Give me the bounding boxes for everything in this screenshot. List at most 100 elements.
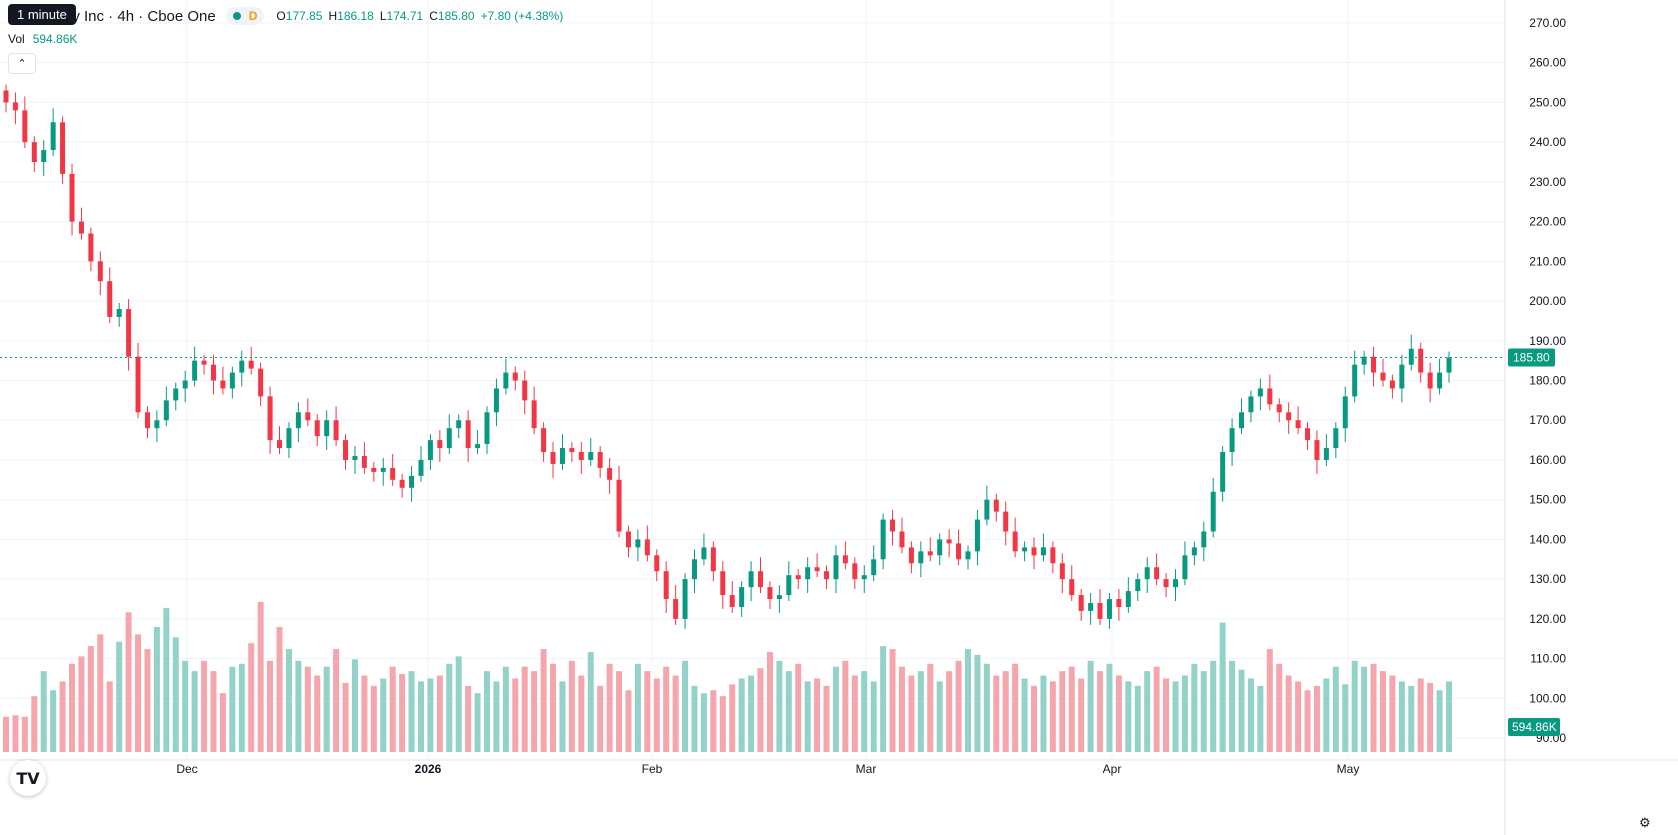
candle-body <box>333 420 339 441</box>
candle-body <box>107 281 113 317</box>
candle-up <box>446 414 452 455</box>
candle-down <box>361 442 367 474</box>
collapse-legend-button[interactable]: ⌃ <box>8 53 36 74</box>
volume-bar <box>276 627 283 752</box>
candle-body <box>644 539 650 556</box>
candle-up <box>1229 418 1235 466</box>
volume-bar <box>766 652 773 752</box>
candle-down <box>1267 374 1273 411</box>
volume-bar <box>870 681 877 752</box>
volume-bar <box>1049 681 1056 752</box>
volume-bar <box>40 671 47 752</box>
volume-bar <box>3 716 9 752</box>
candle-body <box>616 479 622 532</box>
candle-body <box>512 372 518 381</box>
candle-down <box>1069 565 1075 602</box>
candle-body <box>229 372 235 389</box>
candle-up <box>295 402 301 443</box>
candle-body <box>720 571 726 596</box>
volume-bar <box>851 675 858 752</box>
volume-value: 594.86K <box>32 32 78 46</box>
candle-body <box>277 440 283 449</box>
candle-down <box>12 92 18 125</box>
candle-body <box>1078 595 1084 611</box>
candle-body <box>1201 531 1207 548</box>
candlestick-series <box>3 84 1452 629</box>
candle-up <box>739 581 745 617</box>
candle-body <box>682 579 688 619</box>
candle-body <box>758 571 764 588</box>
candle-body <box>503 372 509 389</box>
open-value: 177.85 <box>285 9 323 23</box>
volume-bar <box>1002 671 1009 752</box>
candle-down <box>1154 553 1160 586</box>
volume-bar <box>908 675 915 752</box>
volume-bar <box>597 685 604 752</box>
candle-body <box>144 412 150 429</box>
candle-body <box>805 567 811 580</box>
market-status-pill[interactable]: D <box>225 7 265 25</box>
candle-body <box>729 595 735 607</box>
volume-bar <box>917 671 924 752</box>
volume-bar <box>248 643 255 752</box>
volume-bar <box>1106 663 1113 752</box>
candle-up <box>409 465 415 502</box>
volume-bar <box>1295 681 1302 752</box>
candle-down <box>814 553 820 578</box>
price-tick-label: 220.00 <box>1529 215 1566 229</box>
candle-up <box>475 430 481 455</box>
candle-body <box>597 452 603 468</box>
symbol-title[interactable]: gy Inc · 4h · Cboe One <box>64 7 216 25</box>
candle-up <box>1172 569 1178 602</box>
candle-body <box>1248 396 1254 413</box>
candle-body <box>673 599 679 619</box>
candle-up <box>1352 350 1358 403</box>
gear-icon[interactable]: ⚙ <box>1639 815 1651 830</box>
volume-bar <box>1342 684 1349 752</box>
volume-bar <box>210 671 217 752</box>
ohlc-low: L174.71 <box>380 9 423 23</box>
candle-body <box>946 539 952 544</box>
candle-body <box>475 444 481 449</box>
candle-body <box>361 456 367 468</box>
candle-up <box>1088 593 1094 625</box>
candle-body <box>456 420 462 429</box>
volume-bar <box>304 666 311 752</box>
candle-up <box>163 386 169 427</box>
candle-body <box>135 356 141 413</box>
volume-bar <box>493 681 500 752</box>
candle-up <box>192 346 198 387</box>
candle-down <box>1371 346 1377 387</box>
candle-body <box>446 428 452 449</box>
candle-up <box>50 108 56 157</box>
candle-body <box>1031 547 1037 556</box>
volume-bar <box>474 693 481 752</box>
candle-down <box>663 561 669 613</box>
candle-body <box>1172 579 1178 588</box>
volume-bar <box>1417 678 1424 752</box>
candle-body <box>1088 603 1094 611</box>
volume-bar <box>955 660 962 752</box>
volume-bar <box>1285 675 1292 752</box>
volume-bar <box>578 675 585 752</box>
candle-down <box>305 398 311 427</box>
volume-bar <box>1031 685 1038 752</box>
volume-bar <box>568 660 575 752</box>
candle-up <box>1361 350 1367 375</box>
candle-body <box>220 380 226 389</box>
candle-down <box>22 96 28 149</box>
candle-body <box>569 448 575 453</box>
candle-up <box>776 585 782 613</box>
volume-bar <box>531 671 538 752</box>
candle-body <box>701 547 707 560</box>
tradingview-logo[interactable]: TV <box>10 760 46 796</box>
price-tick-label: 170.00 <box>1529 413 1566 427</box>
candle-body <box>1333 428 1339 449</box>
candle-body <box>295 412 301 429</box>
candle-body <box>267 396 273 441</box>
volume-bar <box>380 678 387 752</box>
candle-down <box>899 517 905 554</box>
volume-bar <box>1163 678 1170 752</box>
volume-bar <box>370 685 377 752</box>
